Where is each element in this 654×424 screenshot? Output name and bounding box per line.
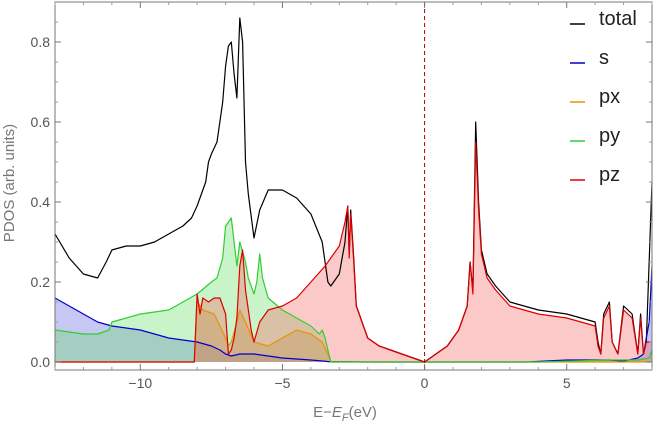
- x-tick-label: −10: [128, 375, 152, 391]
- x-axis-ticks: −10 −5 0 5: [54, 2, 653, 391]
- y-tick-label: 0.4: [31, 194, 51, 210]
- legend-label-pz: pz: [599, 164, 620, 186]
- x-tick-label: −5: [274, 375, 290, 391]
- series-fill-s: [55, 266, 652, 362]
- series-fill-py: [55, 218, 652, 362]
- plot-border: [54, 1, 653, 371]
- plot-frame: [54, 1, 653, 371]
- x-axis-label-e: E: [332, 404, 343, 421]
- x-axis-label-main: E−: [313, 404, 332, 421]
- x-axis-label-unit: (eV): [349, 404, 377, 421]
- legend-label-total: total: [599, 8, 637, 30]
- y-tick-label: 0.0: [31, 354, 51, 370]
- legend-label-py: py: [599, 125, 620, 147]
- y-tick-label: 0.2: [31, 274, 51, 290]
- series-line-px: [55, 301, 652, 363]
- series-line-pz: [55, 141, 652, 363]
- series-lines: [54, 17, 653, 363]
- legend-label-s: s: [599, 47, 609, 69]
- x-axis-label-sub: F: [342, 412, 350, 424]
- legend: total s px py pz: [570, 8, 637, 186]
- y-axis-ticks: 0.0 0.2 0.4 0.6 0.8: [31, 21, 652, 370]
- x-tick-label: 5: [563, 375, 571, 391]
- x-axis-label: E−EF(eV): [313, 404, 377, 424]
- series-fill-pz: [55, 142, 652, 362]
- y-tick-label: 0.8: [31, 34, 51, 50]
- y-axis-label: PDOS (arb. units): [1, 124, 18, 242]
- legend-label-px: px: [599, 86, 620, 108]
- series-fills: [55, 142, 652, 362]
- series-fill-px: [55, 302, 652, 362]
- y-tick-label: 0.6: [31, 114, 51, 130]
- x-tick-label: 0: [421, 375, 429, 391]
- series-line-py: [54, 217, 653, 363]
